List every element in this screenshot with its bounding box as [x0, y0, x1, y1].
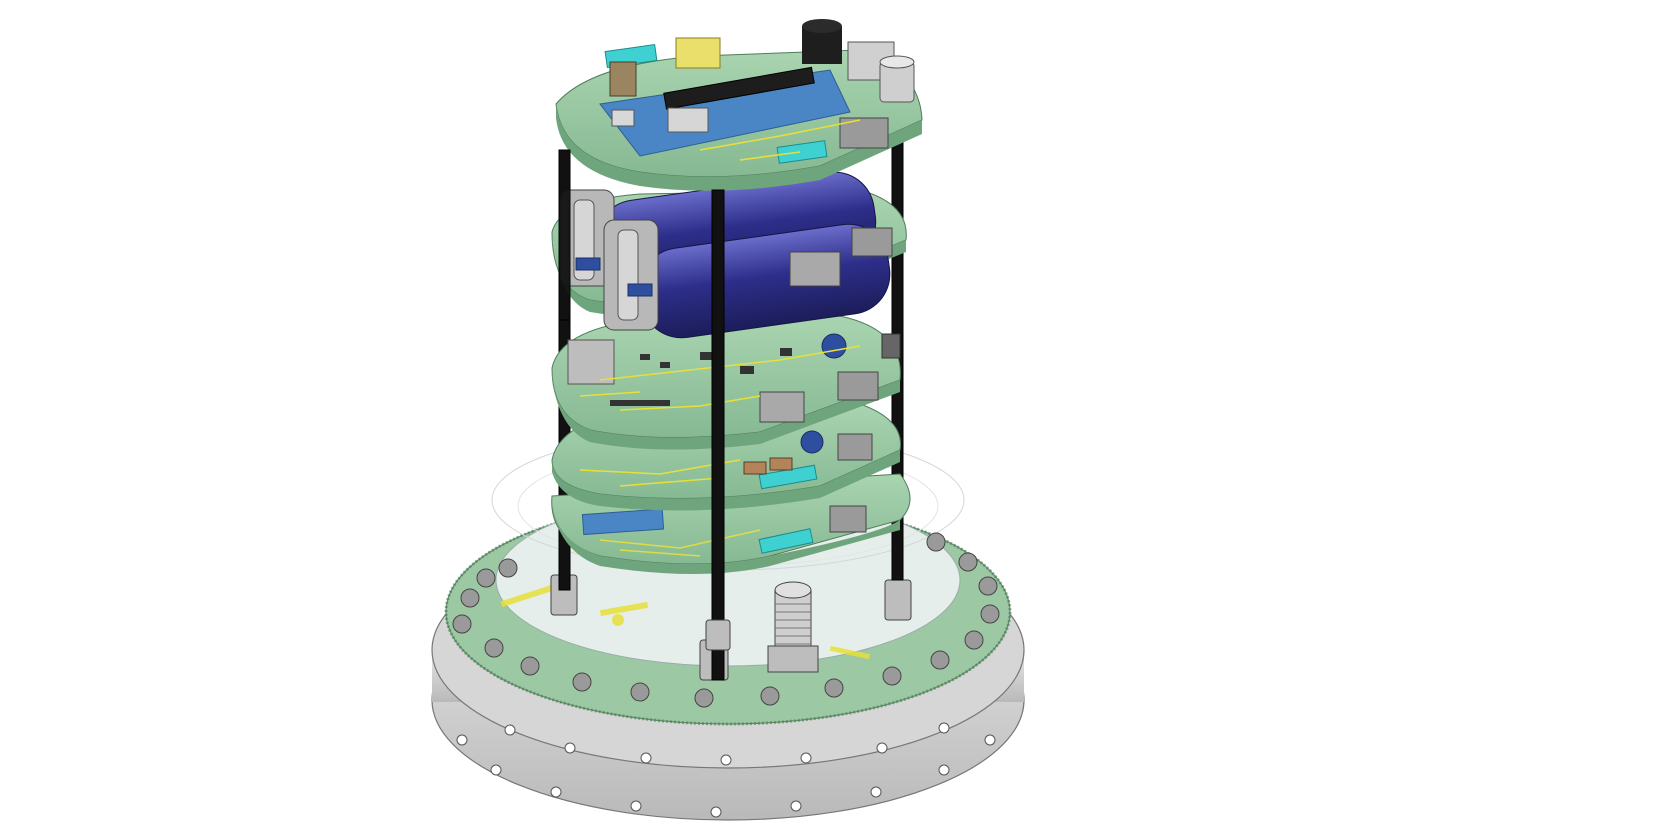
supercapacitor-pack	[559, 171, 893, 339]
pcb-board-3	[551, 315, 901, 450]
pcb-board-top	[555, 19, 923, 191]
standoff-front	[558, 149, 725, 681]
standoff-caps	[705, 619, 731, 651]
